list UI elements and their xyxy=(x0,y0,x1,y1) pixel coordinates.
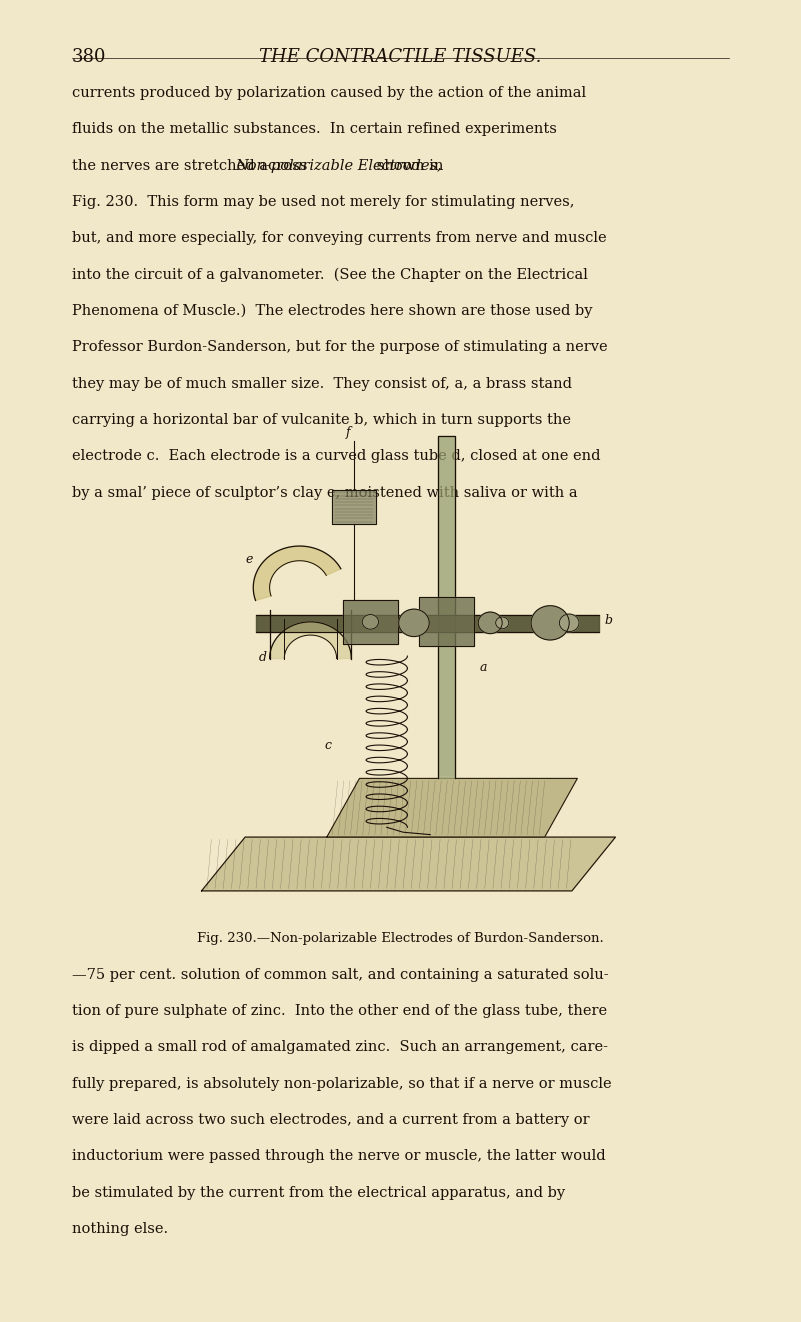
Text: Fig. 230.  This form may be used not merely for stimulating nerves,: Fig. 230. This form may be used not mere… xyxy=(72,194,574,209)
Text: is dipped a small rod of amalgamated zinc.  Such an arrangement, care-: is dipped a small rod of amalgamated zin… xyxy=(72,1040,608,1055)
Text: Professor Burdon-Sanderson, but for the purpose of stimulating a nerve: Professor Burdon-Sanderson, but for the … xyxy=(72,340,608,354)
Text: into the circuit of a galvanometer.  (See the Chapter on the Electrical: into the circuit of a galvanometer. (See… xyxy=(72,267,588,282)
Polygon shape xyxy=(202,837,615,891)
Text: a: a xyxy=(479,661,487,674)
Circle shape xyxy=(559,613,579,632)
Text: Non-polarizable Electrodes,: Non-polarizable Electrodes, xyxy=(235,159,441,173)
Polygon shape xyxy=(438,436,455,779)
Text: be stimulated by the current from the electrical apparatus, and by: be stimulated by the current from the el… xyxy=(72,1186,566,1200)
Text: shown in: shown in xyxy=(372,159,444,173)
Text: fully prepared, is absolutely non-polarizable, so that if a nerve or muscle: fully prepared, is absolutely non-polari… xyxy=(72,1076,612,1091)
Text: they may be of much smaller size.  They consist of, a, a brass stand: they may be of much smaller size. They c… xyxy=(72,377,572,391)
Text: THE CONTRACTILE TISSUES.: THE CONTRACTILE TISSUES. xyxy=(260,48,541,66)
Text: by a smal’ piece of sculptor’s clay e, moistened with saliva or with a: by a smal’ piece of sculptor’s clay e, m… xyxy=(72,485,578,500)
Circle shape xyxy=(362,615,379,629)
Polygon shape xyxy=(253,546,341,600)
Circle shape xyxy=(496,617,509,629)
Text: —75 per cent. solution of common salt, and containing a saturated solu-: —75 per cent. solution of common salt, a… xyxy=(72,968,609,982)
Text: but, and more especially, for conveying currents from nerve and muscle: but, and more especially, for conveying … xyxy=(72,231,606,246)
Text: tion of pure sulphate of zinc.  Into the other end of the glass tube, there: tion of pure sulphate of zinc. Into the … xyxy=(72,1005,607,1018)
Polygon shape xyxy=(343,600,397,644)
Text: carrying a horizontal bar of vulcanite b, which in turn supports the: carrying a horizontal bar of vulcanite b… xyxy=(72,412,571,427)
Text: Phenomena of Muscle.)  The electrodes here shown are those used by: Phenomena of Muscle.) The electrodes her… xyxy=(72,304,593,319)
Circle shape xyxy=(399,609,429,637)
Text: nothing else.: nothing else. xyxy=(72,1222,168,1236)
Text: c: c xyxy=(324,739,331,752)
Polygon shape xyxy=(256,615,599,632)
Circle shape xyxy=(478,612,502,633)
Text: currents produced by polarization caused by the action of the animal: currents produced by polarization caused… xyxy=(72,86,586,100)
Text: were laid across two such electrodes, and a current from a battery or: were laid across two such electrodes, an… xyxy=(72,1113,590,1128)
Text: the nerves are stretched across: the nerves are stretched across xyxy=(72,159,312,173)
Text: e: e xyxy=(245,553,252,566)
Polygon shape xyxy=(420,598,474,646)
Text: inductorium were passed through the nerve or muscle, the latter would: inductorium were passed through the nerv… xyxy=(72,1149,606,1163)
Text: fluids on the metallic substances.  In certain refined experiments: fluids on the metallic substances. In ce… xyxy=(72,122,557,136)
Circle shape xyxy=(531,605,570,640)
Text: f: f xyxy=(346,426,351,439)
Text: 380: 380 xyxy=(72,48,107,66)
Text: electrode c.  Each electrode is a curved glass tube d, closed at one end: electrode c. Each electrode is a curved … xyxy=(72,449,601,464)
Polygon shape xyxy=(327,779,578,837)
Text: b: b xyxy=(605,615,613,628)
Polygon shape xyxy=(270,621,352,658)
Polygon shape xyxy=(332,489,376,524)
Text: d: d xyxy=(259,650,267,664)
Text: Fig. 230.—Non-polarizable Electrodes of Burdon-Sanderson.: Fig. 230.—Non-polarizable Electrodes of … xyxy=(197,932,604,945)
